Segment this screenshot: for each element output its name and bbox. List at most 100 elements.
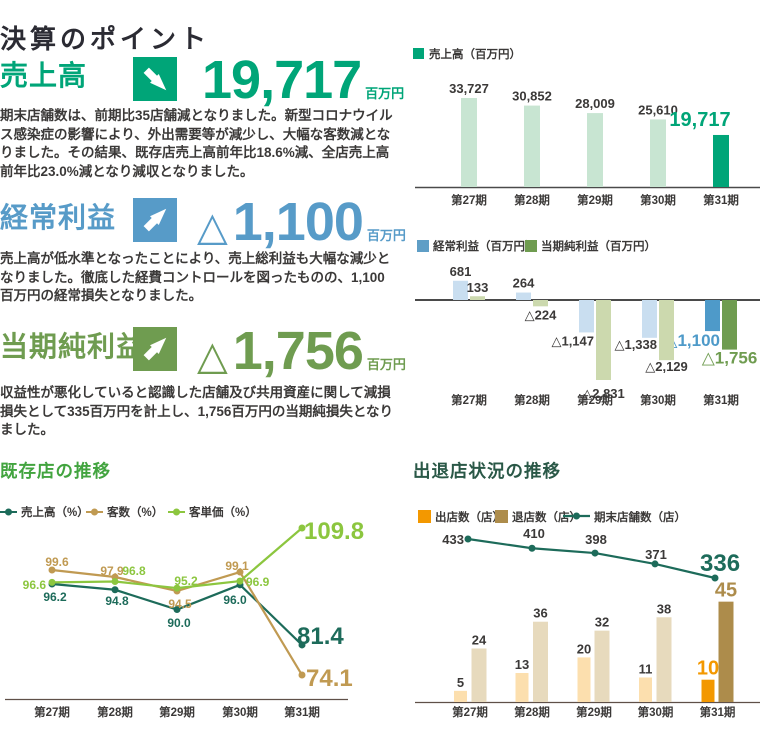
legend-dot xyxy=(573,512,580,520)
bar xyxy=(596,300,611,380)
data-point xyxy=(48,566,56,574)
metric-value-net-sales: 19,717 百万円 xyxy=(197,53,404,107)
category-label: 第31期 xyxy=(703,393,739,407)
bar xyxy=(579,300,594,333)
point-value-label: 97.9 xyxy=(100,564,124,578)
legend-swatch xyxy=(525,240,537,252)
bar-value-label: 10 xyxy=(697,658,719,680)
bar xyxy=(470,296,485,300)
legend-dot xyxy=(5,508,12,516)
data-point xyxy=(464,535,472,543)
category-label: 第28期 xyxy=(514,705,550,719)
bar-value-label: 32 xyxy=(595,615,609,630)
legend-label: 客数（%） xyxy=(106,505,163,519)
category-label: 第31期 xyxy=(700,705,736,719)
category-label: 第30期 xyxy=(640,193,676,207)
point-value-label: 99.1 xyxy=(225,559,249,573)
metric-description-net-sales: 期末店舗数は、前期比35店舗減となりました。新型コロナウイルス感染症の影響により… xyxy=(0,108,393,179)
data-point xyxy=(48,578,56,586)
category-label: 第27期 xyxy=(451,193,487,207)
bar-value-label: 19,717 xyxy=(669,109,730,131)
data-point xyxy=(236,568,244,576)
same-store-line-chart: 売上高（%） 客数（%） 客単価（%） 96.2 94.8 90.0 96.0 81.4 99.… xyxy=(0,460,395,734)
store-openings-chart: 出店数（店） 退店数（店） 期末店舗数（店） 5 13 20 11 10 24 36 32 38 45 4… xyxy=(400,460,770,734)
category-label: 第27期 xyxy=(451,393,487,407)
metric-value-ordinary-income: △ 1,100 百万円 xyxy=(197,195,406,249)
metric-unit: 百万円 xyxy=(366,228,406,243)
point-value-label: 95.2 xyxy=(174,574,198,588)
bar xyxy=(642,300,657,338)
category-label: 第28期 xyxy=(514,193,550,207)
legend-label: 客単価（%） xyxy=(188,505,257,519)
metric-unit: 百万円 xyxy=(366,357,406,372)
point-value-label: 371 xyxy=(645,547,667,562)
point-value-label: 96.9 xyxy=(246,575,270,589)
bar-value-label: 25,610 xyxy=(638,102,678,117)
legend-swatch xyxy=(418,510,431,523)
legend-label: 当期純利益（百万円） xyxy=(541,239,656,253)
bar xyxy=(718,601,734,702)
legend-label: 経常利益（百万円） xyxy=(433,239,537,253)
legend-swatch xyxy=(413,48,424,59)
point-value-label: 336 xyxy=(700,550,740,577)
point-value-label: 109.8 xyxy=(304,518,364,545)
legend-dot xyxy=(173,508,180,516)
bar-value-label: 20 xyxy=(577,641,591,656)
bar xyxy=(659,300,674,361)
chart-canvas: 経常利益（百万円） 当期純利益（百万円） 681 264 △1,147 △1,338 △1,… xyxy=(415,239,760,407)
bar xyxy=(701,679,715,702)
metric-number: 1,756 xyxy=(232,321,364,381)
bar-value-label: △1,147 xyxy=(551,333,594,348)
bar xyxy=(453,280,468,300)
category-label: 第29期 xyxy=(577,193,613,207)
bar-value-label: 5 xyxy=(457,675,464,690)
bar xyxy=(713,134,729,187)
metric-label-net-income: 当期純利益 xyxy=(0,331,146,362)
bar-value-label: 13 xyxy=(515,657,529,672)
bar xyxy=(650,119,666,187)
metric-unit: 百万円 xyxy=(365,86,405,101)
legend-label: 退店数（店） xyxy=(512,510,581,524)
metric-label-ordinary-income: 経常利益 xyxy=(0,202,117,233)
point-value-label: 94.5 xyxy=(168,597,192,611)
point-value-label: 96.8 xyxy=(122,564,146,578)
category-label: 第30期 xyxy=(638,705,674,719)
metric-number: 1,100 xyxy=(232,192,364,252)
category-label: 第30期 xyxy=(222,705,258,719)
legend-swatch xyxy=(495,510,508,523)
data-point xyxy=(111,578,119,586)
page-title: 決算のポイント xyxy=(0,24,211,55)
metric-label-net-sales: 売上高 xyxy=(0,60,88,91)
category-label: 第27期 xyxy=(34,705,70,719)
category-label: 第27期 xyxy=(452,705,488,719)
data-point xyxy=(298,671,306,679)
arrow-glyph xyxy=(143,208,167,232)
point-value-label: 96.0 xyxy=(223,593,247,607)
category-label: 第28期 xyxy=(514,393,550,407)
metric-prefix: △ xyxy=(197,334,228,378)
point-value-label: 398 xyxy=(585,532,607,547)
point-value-label: 410 xyxy=(523,526,545,541)
bar xyxy=(594,630,610,702)
bar xyxy=(533,300,548,307)
category-label: 第31期 xyxy=(284,705,320,719)
point-value-label: 94.8 xyxy=(105,594,129,608)
increase-arrow-icon xyxy=(133,327,177,371)
bar-value-label: 24 xyxy=(472,632,487,647)
legend-label: 売上高（百万円） xyxy=(429,47,521,61)
metric-description-ordinary-income: 売上高が低水準となったことにより、売上総利益も大幅な減少となりました。徹底した経… xyxy=(0,251,391,303)
bar xyxy=(705,300,720,332)
category-label: 第29期 xyxy=(159,705,195,719)
bar xyxy=(533,621,548,702)
point-value-label: 81.4 xyxy=(297,623,344,650)
legend-label: 期末店舗数（店） xyxy=(594,510,686,524)
metric-number: 19,717 xyxy=(202,50,362,110)
bar-value-label: △2,831 xyxy=(582,386,625,401)
bar xyxy=(454,690,467,702)
category-label: 第31期 xyxy=(703,193,739,207)
arrow-glyph xyxy=(143,67,167,91)
data-point xyxy=(173,606,181,614)
decrease-arrow-icon xyxy=(133,57,177,101)
point-value-label: 433 xyxy=(442,532,464,547)
